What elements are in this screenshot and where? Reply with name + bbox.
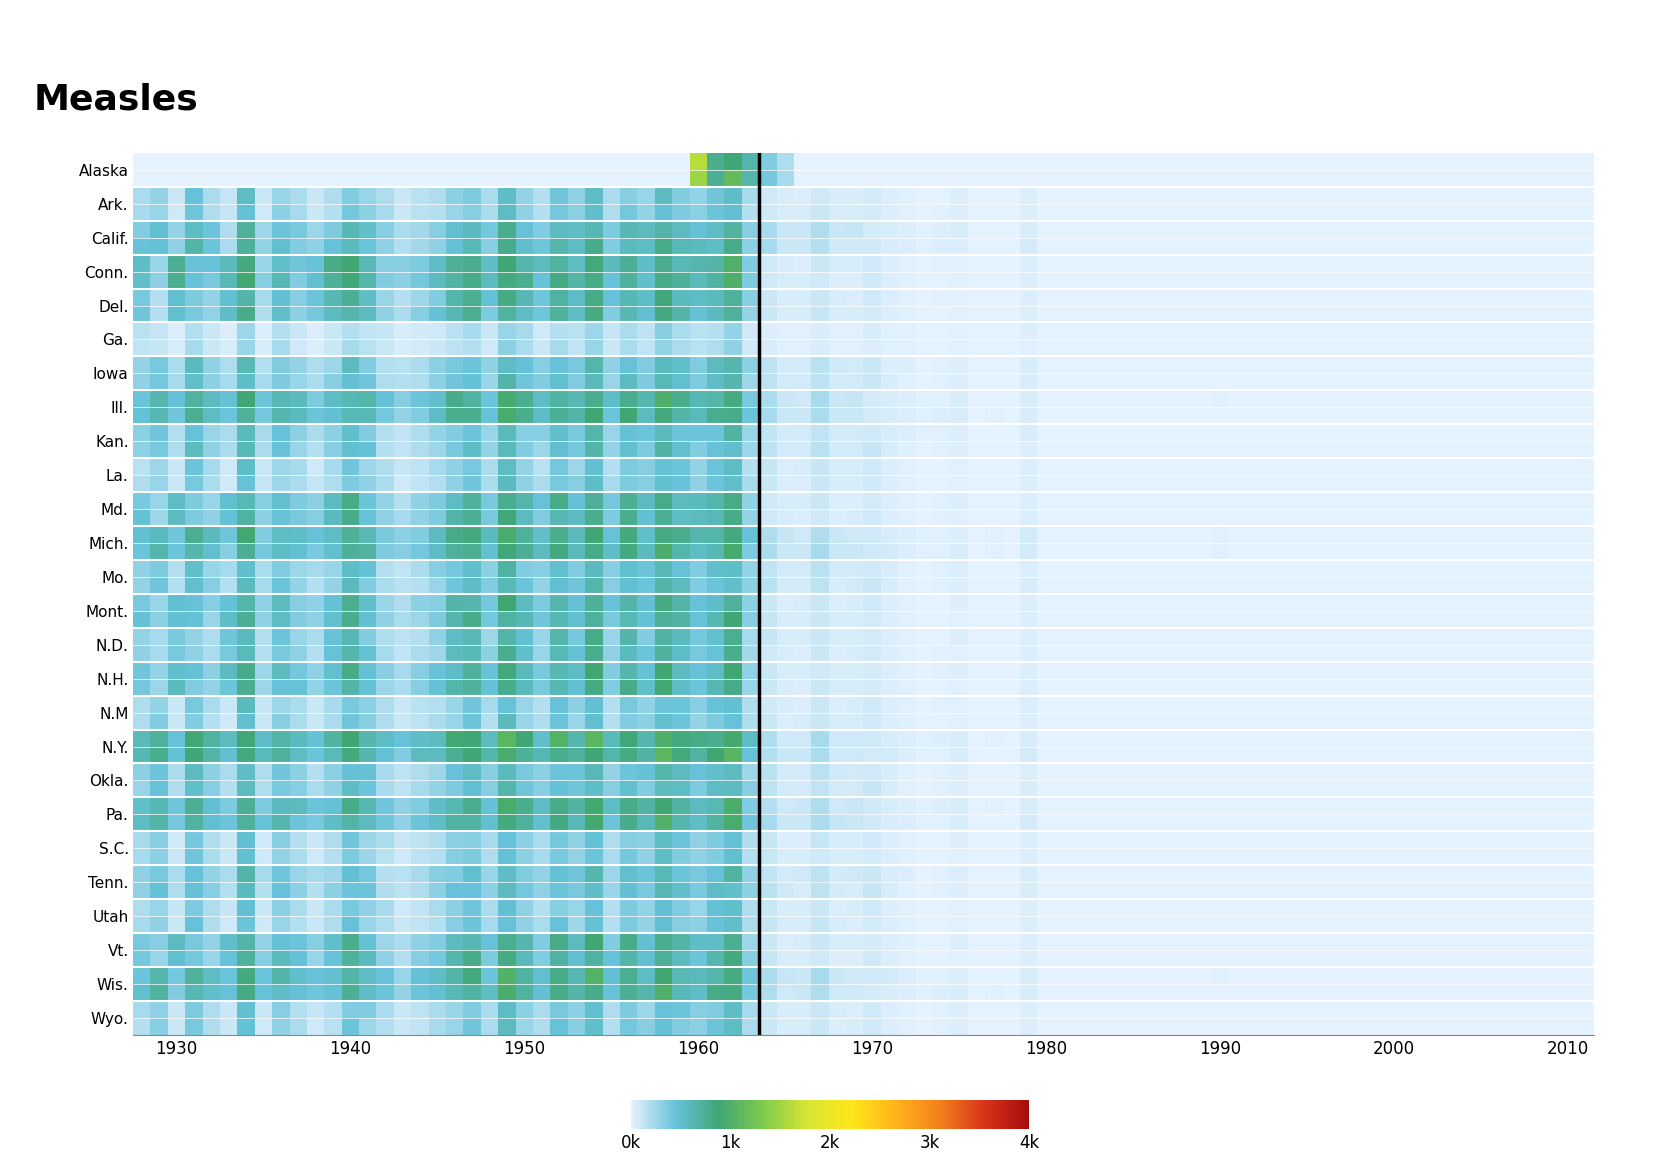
Text: Measles: Measles xyxy=(33,82,198,116)
